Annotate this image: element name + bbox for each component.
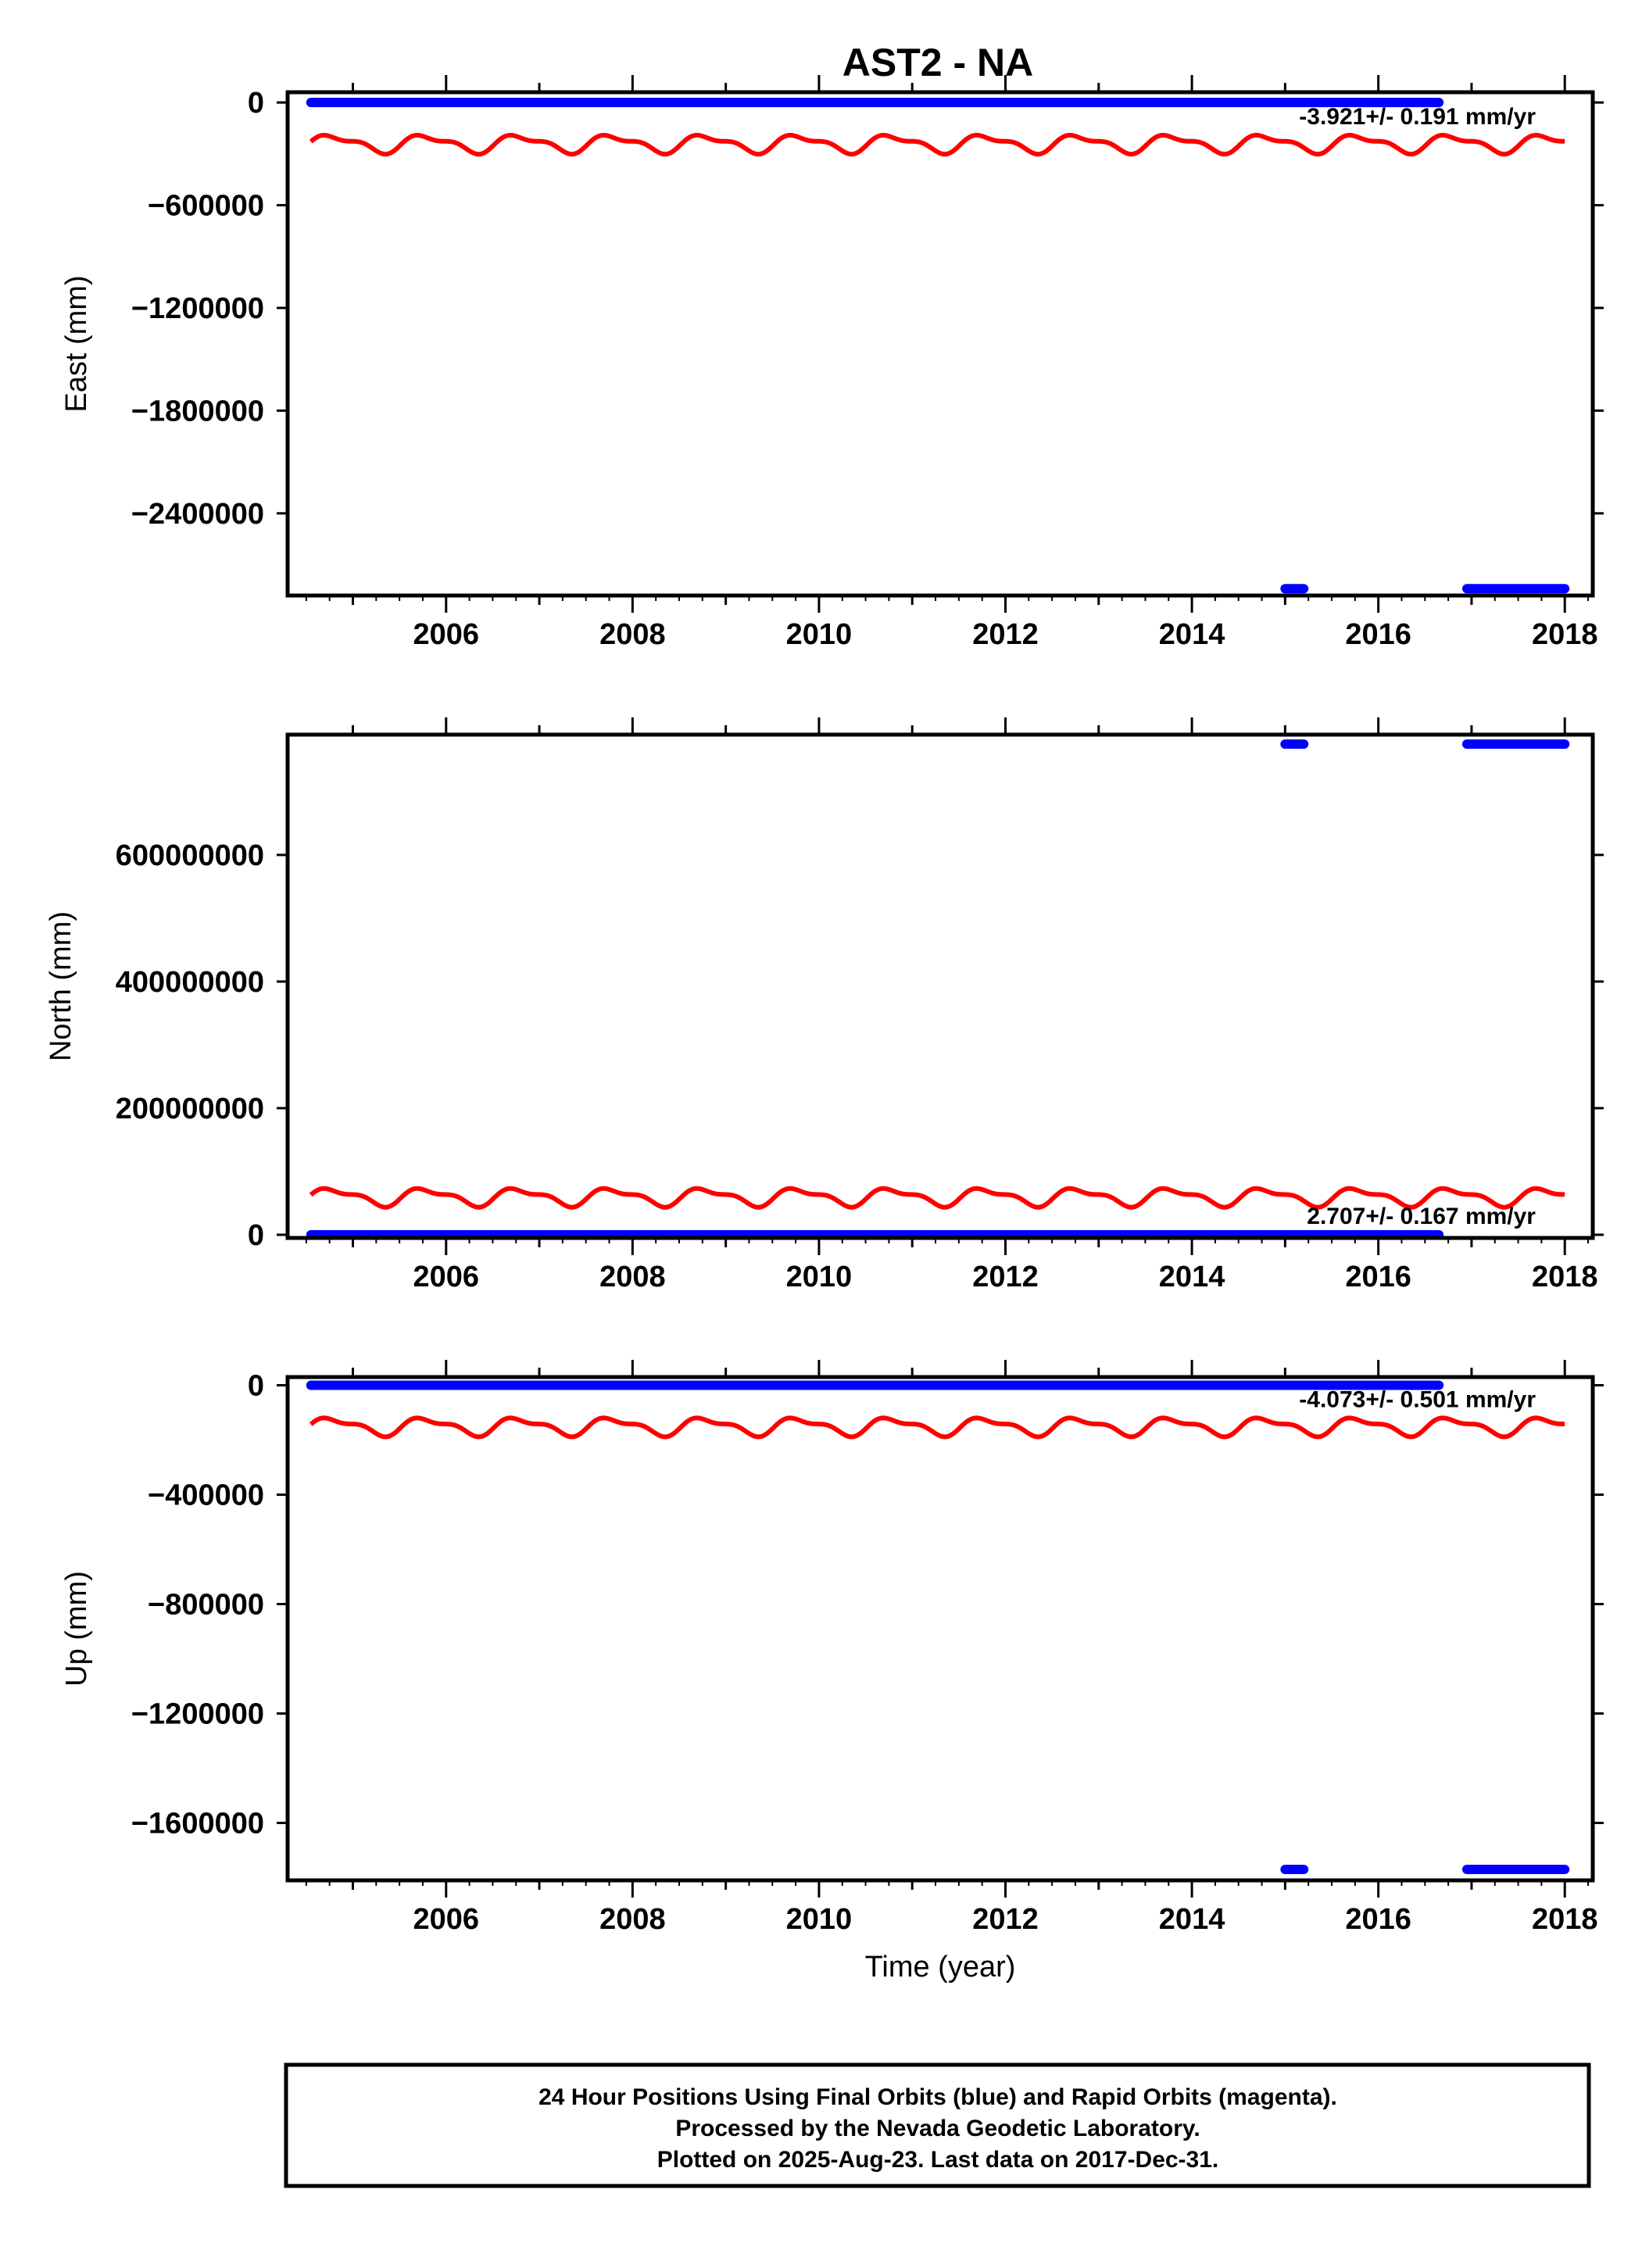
north-velocity-label: 2.707+/- 0.167 mm/yr: [1307, 1204, 1536, 1229]
up-ytick-label: −400000: [148, 1479, 264, 1512]
up-ytick-label: 0: [248, 1370, 264, 1403]
east-panel: 0 −600000 −1200000 −1800000 −2400000 2006 2008…: [60, 75, 1604, 651]
east-ytick-label: −2400000: [131, 498, 264, 531]
north-xtick-label: 2018: [1532, 1261, 1598, 1293]
x-axis-label: Time (year): [865, 1951, 1016, 1984]
north-y-axis-label: North (mm): [45, 911, 77, 1061]
east-xtick-label: 2018: [1532, 618, 1598, 651]
up-velocity-label: -4.073+/- 0.501 mm/yr: [1299, 1387, 1536, 1413]
north-xtick-label: 2006: [413, 1261, 480, 1293]
east-ytick-label: −1200000: [131, 292, 264, 325]
footer-line-processed: Processed by the Nevada Geodetic Laborat…: [675, 2116, 1200, 2141]
east-seasonal-model-line: [309, 133, 1565, 157]
up-y-axis-label: Up (mm): [60, 1571, 93, 1687]
north-xtick-label: 2012: [972, 1261, 1039, 1293]
up-ytick-label: −800000: [148, 1589, 264, 1622]
up-xtick-label: 2016: [1345, 1903, 1411, 1936]
up-panel: 0 −400000 −800000 −1200000 −1600000 2006 2008 2…: [60, 1360, 1604, 1984]
north-ytick-label: 200000000: [116, 1093, 264, 1125]
north-xtick-label: 2016: [1345, 1261, 1411, 1293]
north-ytick-label: 600000000: [116, 839, 264, 872]
up-xtick-label: 2018: [1532, 1903, 1598, 1936]
north-ytick-label: 400000000: [116, 966, 264, 999]
up-xtick-label: 2006: [413, 1903, 480, 1936]
figure-title: AST2 - NA: [842, 41, 1033, 84]
east-xtick-label: 2010: [786, 618, 853, 651]
legend-footer-box: 24 Hour Positions Using Final Orbits (bl…: [284, 2062, 1591, 2188]
east-ytick-label: −600000: [148, 190, 264, 223]
east-xtick-label: 2012: [972, 618, 1039, 651]
up-axes-frame: [285, 1375, 1595, 1883]
up-xtick-label: 2014: [1159, 1903, 1225, 1936]
east-axes-frame: [285, 90, 1595, 598]
north-xtick-label: 2014: [1159, 1261, 1225, 1293]
up-ytick-label: −1600000: [131, 1808, 264, 1841]
north-xtick-label: 2010: [786, 1261, 853, 1293]
north-xtick-label: 2008: [599, 1261, 666, 1293]
north-panel: 0 200000000 400000000 600000000 2006 2008 2010…: [45, 717, 1604, 1293]
up-seasonal-model-line: [309, 1415, 1565, 1440]
north-ytick-label: 0: [248, 1219, 264, 1252]
east-ytick-label: −1800000: [131, 395, 264, 427]
up-xtick-label: 2008: [599, 1903, 666, 1936]
footer-line-orbits: 24 Hour Positions Using Final Orbits (bl…: [538, 2084, 1337, 2110]
up-ytick-label: −1200000: [131, 1698, 264, 1731]
east-xtick-label: 2016: [1345, 618, 1411, 651]
north-seasonal-model-line: [309, 1186, 1565, 1210]
east-xtick-label: 2014: [1159, 618, 1225, 651]
up-xtick-label: 2010: [786, 1903, 853, 1936]
north-axes-frame: [285, 732, 1595, 1240]
footer-frame: [284, 2062, 1591, 2188]
up-xtick-label: 2012: [972, 1903, 1039, 1936]
footer-line-plotted: Plotted on 2025-Aug-23. Last data on 201…: [657, 2147, 1219, 2173]
east-y-axis-label: East (mm): [60, 275, 93, 412]
chart-panels: 0 −600000 −1200000 −1800000 −2400000 2006 2008…: [45, 75, 1604, 1984]
east-xtick-label: 2006: [413, 618, 480, 651]
east-xtick-label: 2008: [599, 618, 666, 651]
east-ytick-label: 0: [248, 87, 264, 120]
east-velocity-label: -3.921+/- 0.191 mm/yr: [1299, 104, 1536, 130]
